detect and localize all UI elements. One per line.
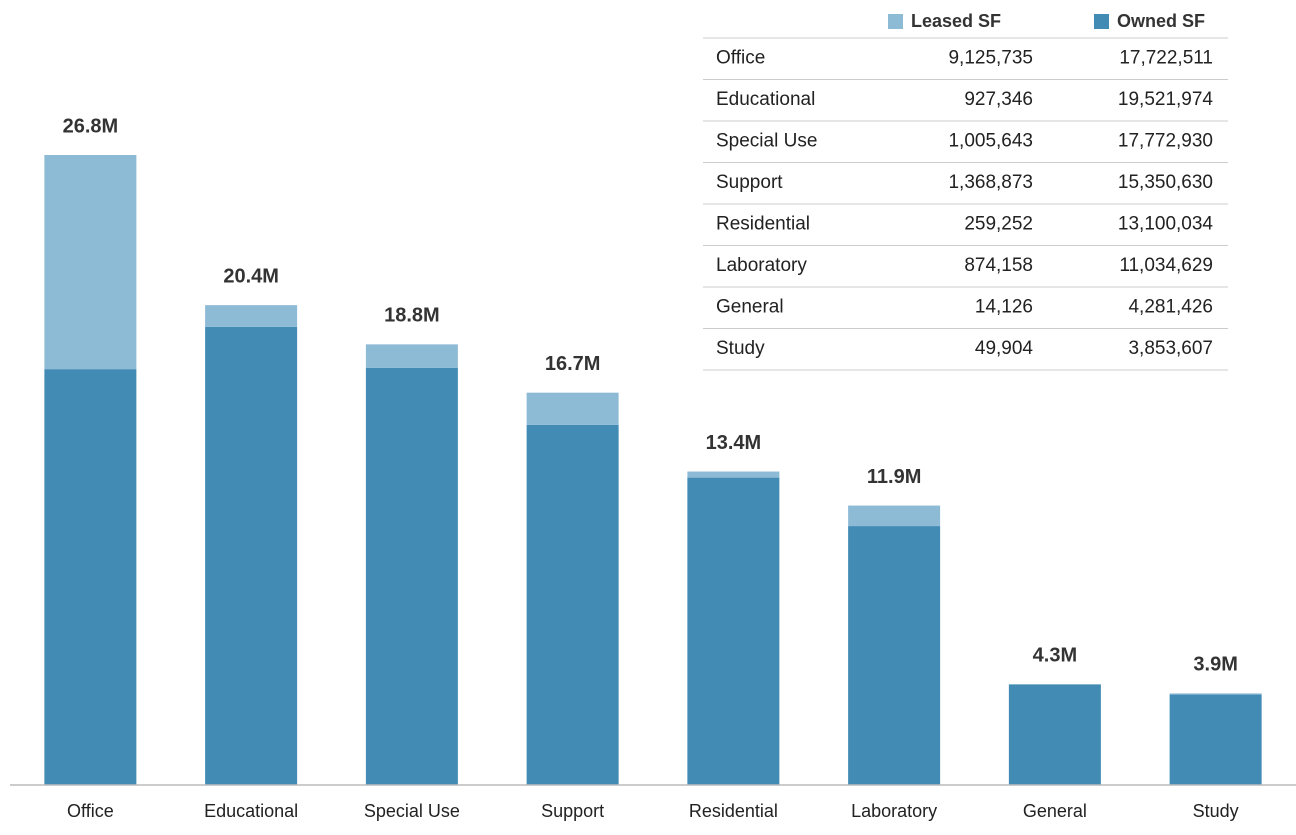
table-category: Support bbox=[716, 172, 783, 193]
x-tick-label: Educational bbox=[204, 801, 298, 821]
bar-segment bbox=[848, 505, 941, 527]
table-value: 11,034,629 bbox=[1119, 255, 1213, 276]
bar-segment bbox=[687, 477, 780, 785]
table-category: Educational bbox=[716, 89, 815, 110]
legend-swatch bbox=[888, 14, 903, 29]
table-value: 259,252 bbox=[964, 214, 1033, 235]
table-value: 19,521,974 bbox=[1118, 89, 1214, 110]
x-tick-label: Residential bbox=[689, 801, 778, 821]
bar-segment bbox=[1169, 694, 1262, 785]
table-value: 1,368,873 bbox=[948, 172, 1033, 193]
bar-segment bbox=[365, 344, 458, 368]
bar-segment bbox=[687, 471, 780, 478]
table-category: Laboratory bbox=[716, 255, 807, 276]
table-value: 4,281,426 bbox=[1128, 297, 1213, 318]
bar-segment bbox=[205, 326, 298, 785]
table-category: Special Use bbox=[716, 131, 817, 152]
bar-segment bbox=[526, 392, 619, 425]
x-tick-label: General bbox=[1023, 801, 1087, 821]
table-value: 1,005,643 bbox=[948, 131, 1033, 152]
x-tick-label: Office bbox=[67, 801, 114, 821]
table-value: 3,853,607 bbox=[1128, 338, 1213, 359]
bar-segment bbox=[205, 305, 298, 327]
table-category: Residential bbox=[716, 214, 810, 235]
bar-segment bbox=[1169, 693, 1262, 695]
total-label: 3.9M bbox=[1193, 654, 1237, 676]
table-value: 17,722,511 bbox=[1119, 48, 1213, 69]
table-value: 13,100,034 bbox=[1118, 214, 1214, 235]
total-label: 4.3M bbox=[1033, 644, 1077, 666]
table-value: 874,158 bbox=[964, 255, 1033, 276]
table-value: 9,125,735 bbox=[948, 48, 1033, 69]
total-label: 13.4M bbox=[706, 432, 762, 454]
total-label: 20.4M bbox=[223, 265, 279, 287]
total-label: 16.7M bbox=[545, 353, 601, 375]
table-category: General bbox=[716, 297, 784, 318]
bar-segment bbox=[44, 155, 137, 370]
bar-segment bbox=[365, 367, 458, 785]
legend-label: Owned SF bbox=[1117, 11, 1205, 31]
table-value: 14,126 bbox=[975, 297, 1033, 318]
total-label: 26.8M bbox=[63, 115, 119, 137]
bar-segment bbox=[1008, 684, 1101, 785]
x-tick-label: Laboratory bbox=[851, 801, 937, 821]
bar-segment bbox=[44, 369, 137, 785]
table-value: 17,772,930 bbox=[1118, 131, 1213, 152]
bar-segment bbox=[848, 526, 941, 785]
x-tick-label: Support bbox=[541, 801, 604, 821]
table-value: 15,350,630 bbox=[1118, 172, 1213, 193]
total-label: 18.8M bbox=[384, 305, 440, 327]
x-tick-label: Study bbox=[1193, 801, 1239, 821]
table-category: Office bbox=[716, 48, 765, 69]
table-value: 49,904 bbox=[975, 338, 1034, 359]
total-label: 11.9M bbox=[867, 466, 921, 488]
x-tick-label: Special Use bbox=[364, 801, 460, 821]
legend-label: Leased SF bbox=[911, 11, 1001, 31]
legend-swatch bbox=[1094, 14, 1109, 29]
bar-segment bbox=[526, 424, 619, 785]
table-value: 927,346 bbox=[964, 89, 1033, 110]
table-category: Study bbox=[716, 338, 765, 359]
